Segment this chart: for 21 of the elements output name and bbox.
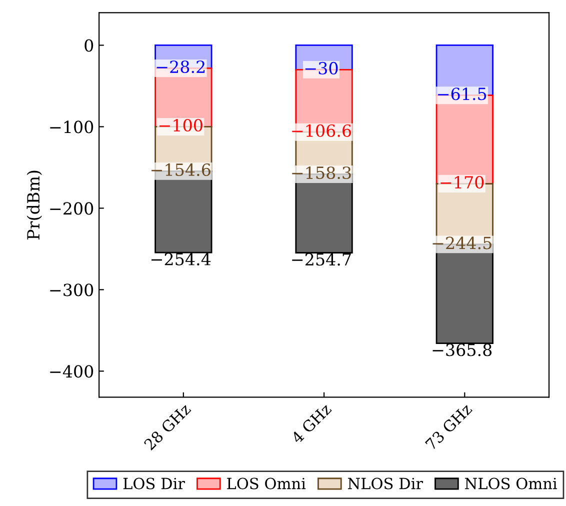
annotation: −61.5 [438, 88, 486, 100]
y-tick-label: −300 [50, 284, 94, 296]
annotation: −30 [305, 62, 338, 75]
y-tick-label: −200 [50, 202, 94, 215]
legend-label: NLOS Omni [465, 478, 558, 490]
legend-label: NLOS Dir [348, 478, 424, 490]
legend-label: LOS Dir [123, 478, 185, 490]
annotation: −28.2 [156, 60, 205, 74]
y-tick-label: −100 [50, 120, 94, 134]
annotation: −254.4 [152, 252, 211, 266]
annotation: −158.3 [292, 166, 351, 180]
y-tick-label: 0 [84, 39, 94, 52]
annotation: −106.6 [292, 124, 352, 137]
annotation: −170 [440, 176, 484, 189]
annotation: −365.8 [432, 344, 492, 356]
y-axis-title: Pr(dBm) [26, 170, 42, 240]
annotation: −100 [159, 118, 202, 132]
annotation: −154.6 [152, 163, 210, 176]
y-tick-label: −400 [50, 365, 94, 378]
legend-label: LOS Omni [227, 478, 306, 490]
annotation: −244.5 [432, 236, 492, 250]
